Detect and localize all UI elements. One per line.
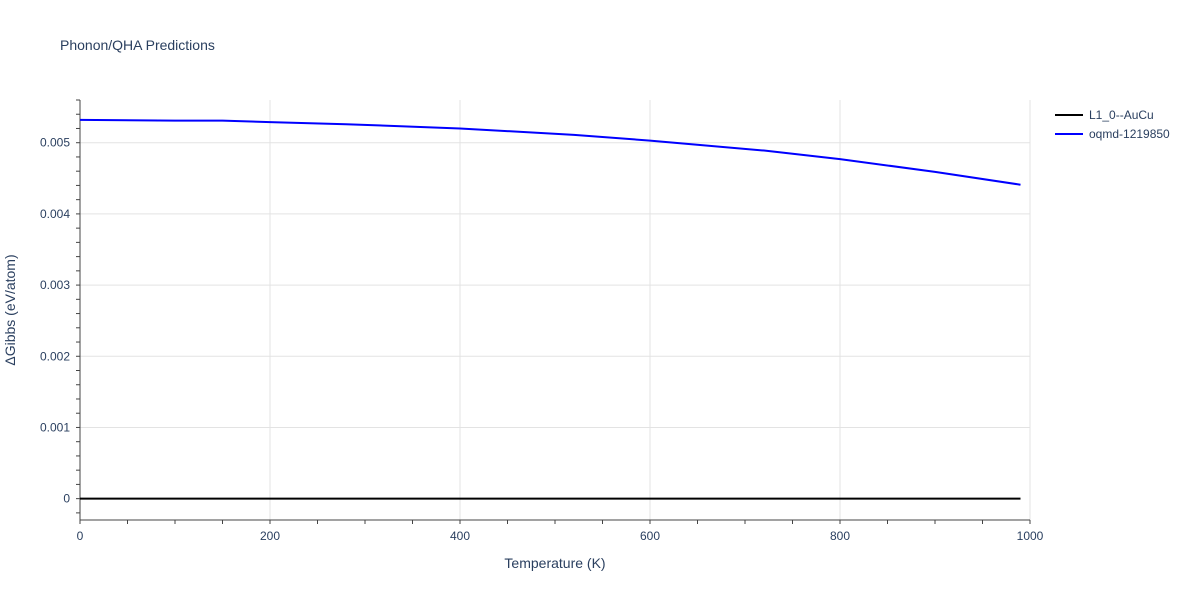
legend[interactable]: L1_0--AuCu oqmd-1219850 — [1055, 108, 1170, 141]
series-line-2 — [79, 118, 1021, 186]
legend-label: L1_0--AuCu — [1089, 108, 1154, 122]
y-tick-label: 0.005 — [40, 136, 70, 150]
chart-title: Phonon/QHA Predictions — [60, 37, 215, 53]
y-tick-label: 0.004 — [40, 207, 70, 221]
x-tick-label: 800 — [830, 529, 850, 543]
legend-label: oqmd-1219850 — [1089, 127, 1170, 141]
x-axis-label: Temperature (K) — [504, 555, 605, 571]
y-axis-label: ΔGibbs (eV/atom) — [2, 254, 18, 365]
x-tick-label: 1000 — [1017, 529, 1044, 543]
y-tick-label: 0.003 — [40, 278, 70, 292]
y-tick-label: 0 — [63, 492, 70, 506]
x-tick-label: 0 — [77, 529, 84, 543]
legend-item[interactable]: oqmd-1219850 — [1055, 127, 1170, 141]
y-tick-label: 0.002 — [40, 349, 70, 363]
grid — [80, 100, 1031, 520]
plot-area — [79, 118, 1021, 500]
x-tick-label: 400 — [450, 529, 470, 543]
legend-item[interactable]: L1_0--AuCu — [1055, 108, 1154, 122]
axes: 0 200 400 600 800 1000 0 0.001 0.002 0.003 0.004 0.… — [40, 99, 1044, 543]
x-tick-label: 600 — [640, 529, 660, 543]
x-tick-label: 200 — [260, 529, 280, 543]
y-tick-label: 0.001 — [40, 420, 70, 434]
